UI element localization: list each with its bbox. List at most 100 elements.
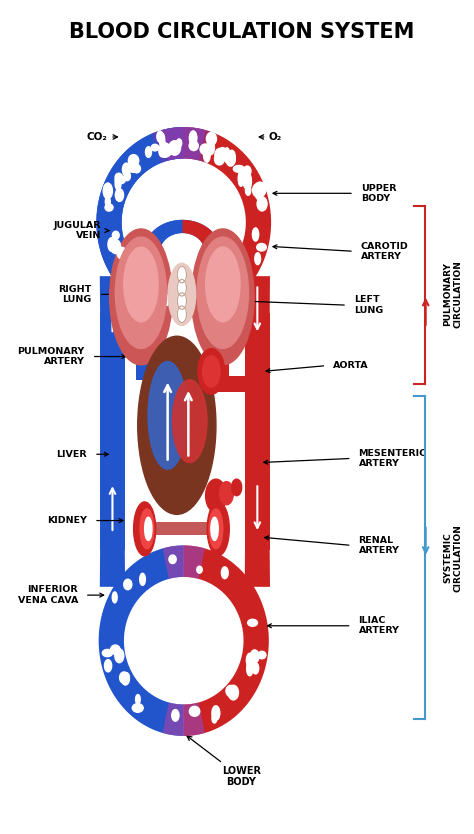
Ellipse shape xyxy=(211,517,218,540)
Ellipse shape xyxy=(105,203,113,211)
Polygon shape xyxy=(162,127,205,160)
Ellipse shape xyxy=(244,179,250,188)
Ellipse shape xyxy=(219,481,233,505)
Ellipse shape xyxy=(197,566,202,573)
Polygon shape xyxy=(152,127,216,163)
Ellipse shape xyxy=(244,166,251,176)
Text: ILIAC
ARTERY: ILIAC ARTERY xyxy=(358,616,400,636)
Ellipse shape xyxy=(115,649,124,663)
Ellipse shape xyxy=(226,686,235,696)
Ellipse shape xyxy=(102,650,112,656)
Polygon shape xyxy=(100,314,125,550)
Polygon shape xyxy=(245,276,270,587)
Ellipse shape xyxy=(110,645,120,655)
Ellipse shape xyxy=(124,247,158,322)
Ellipse shape xyxy=(123,672,129,681)
Circle shape xyxy=(177,279,186,296)
Text: LEFT
LUNG: LEFT LUNG xyxy=(354,295,383,315)
Ellipse shape xyxy=(122,163,130,176)
Ellipse shape xyxy=(132,704,143,712)
Polygon shape xyxy=(147,522,216,535)
Ellipse shape xyxy=(169,555,176,564)
Ellipse shape xyxy=(119,672,128,683)
Ellipse shape xyxy=(235,281,242,290)
Ellipse shape xyxy=(219,149,228,160)
Polygon shape xyxy=(96,127,184,318)
Polygon shape xyxy=(137,251,153,379)
Ellipse shape xyxy=(237,264,243,273)
Ellipse shape xyxy=(215,153,224,165)
Text: LOWER
BODY: LOWER BODY xyxy=(222,766,261,787)
Ellipse shape xyxy=(115,173,122,181)
Ellipse shape xyxy=(115,176,121,190)
Ellipse shape xyxy=(253,662,259,674)
Ellipse shape xyxy=(246,662,253,676)
Polygon shape xyxy=(211,375,246,392)
Ellipse shape xyxy=(225,282,234,296)
Text: INFERIOR
VENA CAVA: INFERIOR VENA CAVA xyxy=(18,585,78,605)
Ellipse shape xyxy=(201,288,209,299)
Text: SYSTEMIC
CIRCULATION: SYSTEMIC CIRCULATION xyxy=(443,524,463,592)
Ellipse shape xyxy=(257,244,266,251)
Ellipse shape xyxy=(212,706,220,721)
Ellipse shape xyxy=(159,146,166,157)
Ellipse shape xyxy=(109,229,172,364)
Polygon shape xyxy=(96,223,184,318)
Ellipse shape xyxy=(111,241,117,250)
Ellipse shape xyxy=(136,695,140,704)
Ellipse shape xyxy=(151,144,159,151)
Ellipse shape xyxy=(247,620,257,626)
Ellipse shape xyxy=(257,197,267,211)
Ellipse shape xyxy=(162,148,171,157)
Text: AORTA: AORTA xyxy=(333,361,369,370)
Circle shape xyxy=(177,266,186,283)
Ellipse shape xyxy=(124,172,130,181)
Ellipse shape xyxy=(115,176,126,183)
Polygon shape xyxy=(163,545,205,579)
Ellipse shape xyxy=(141,287,149,297)
Ellipse shape xyxy=(104,660,112,672)
Text: PULMONARY
ARTERY: PULMONARY ARTERY xyxy=(18,347,85,366)
Ellipse shape xyxy=(173,379,207,463)
Ellipse shape xyxy=(253,184,261,197)
Ellipse shape xyxy=(151,299,161,312)
Ellipse shape xyxy=(233,165,245,173)
Polygon shape xyxy=(99,545,184,736)
Ellipse shape xyxy=(176,139,182,148)
Ellipse shape xyxy=(189,706,200,716)
Ellipse shape xyxy=(172,710,179,721)
Polygon shape xyxy=(144,220,220,251)
Ellipse shape xyxy=(146,147,152,158)
Ellipse shape xyxy=(191,229,254,364)
Text: RENAL
ARTERY: RENAL ARTERY xyxy=(358,535,400,555)
Ellipse shape xyxy=(207,141,214,154)
Text: KIDNEY: KIDNEY xyxy=(47,516,87,525)
Ellipse shape xyxy=(196,288,206,297)
Ellipse shape xyxy=(238,171,244,186)
Text: RIGHT
LUNG: RIGHT LUNG xyxy=(58,284,92,304)
Text: JUGULAR
VEIN: JUGULAR VEIN xyxy=(54,221,101,240)
Ellipse shape xyxy=(103,183,112,198)
Ellipse shape xyxy=(112,592,117,603)
Ellipse shape xyxy=(148,361,187,470)
Ellipse shape xyxy=(246,185,251,195)
Ellipse shape xyxy=(255,253,261,264)
Polygon shape xyxy=(184,127,271,318)
Ellipse shape xyxy=(228,150,235,163)
Ellipse shape xyxy=(258,651,266,659)
Ellipse shape xyxy=(105,197,110,206)
Ellipse shape xyxy=(168,264,196,325)
Ellipse shape xyxy=(246,653,253,667)
Polygon shape xyxy=(100,276,125,587)
Ellipse shape xyxy=(226,153,235,166)
Ellipse shape xyxy=(112,231,119,239)
Ellipse shape xyxy=(126,259,134,271)
Polygon shape xyxy=(144,220,182,251)
Text: UPPER
BODY: UPPER BODY xyxy=(361,183,396,203)
Polygon shape xyxy=(212,251,229,379)
Ellipse shape xyxy=(145,517,152,540)
Ellipse shape xyxy=(108,238,115,251)
Ellipse shape xyxy=(255,187,263,200)
Polygon shape xyxy=(96,127,184,223)
Ellipse shape xyxy=(207,502,229,555)
